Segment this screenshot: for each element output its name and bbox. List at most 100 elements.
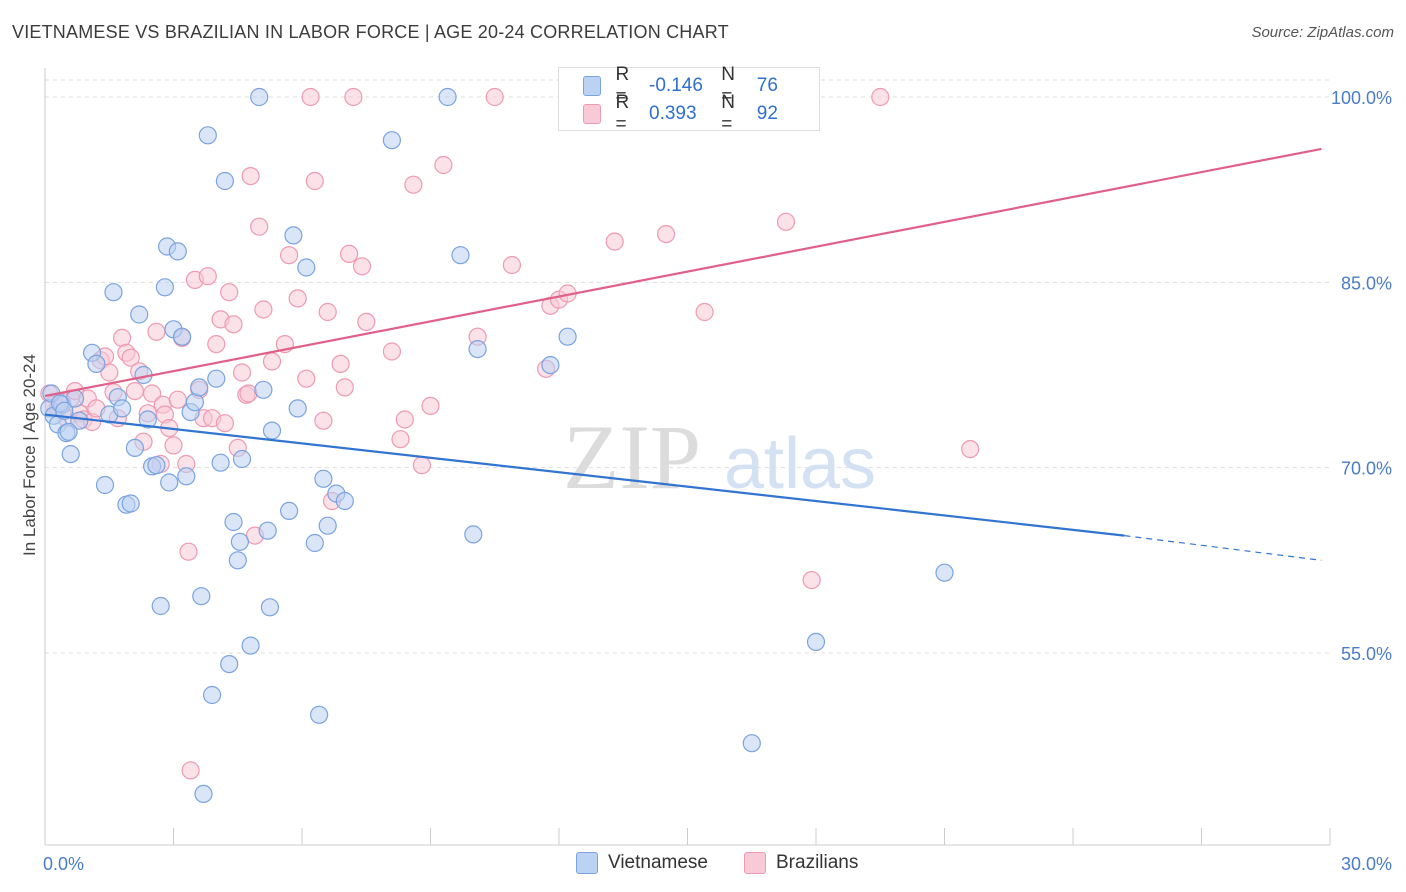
vietnamese-point — [284, 226, 303, 245]
vietnamese-point — [451, 246, 470, 265]
legend-r-value: -0.146 — [649, 75, 703, 96]
watermark-zip: ZIP — [563, 406, 701, 508]
series-legend-brazilians: Brazilians — [744, 852, 858, 874]
vietnamese-trend-line — [44, 413, 1125, 537]
vietnamese-point — [230, 532, 249, 551]
brazilian-point — [314, 411, 333, 430]
brazilian-point — [288, 289, 307, 308]
brazilian-point — [198, 267, 217, 286]
vietnamese-point — [61, 445, 80, 464]
vietnamese-point — [192, 587, 211, 606]
vietnamese-point — [382, 131, 401, 150]
vietnamese-point — [147, 456, 166, 475]
brazilian-point — [395, 410, 414, 429]
brazilian-point — [776, 212, 796, 231]
series-legend: Vietnamese Brazilians — [0, 852, 1406, 878]
chart-title: VIETNAMESE VS BRAZILIAN IN LABOR FORCE |… — [12, 22, 729, 42]
vietnamese-point — [160, 473, 179, 492]
data-points — [40, 87, 980, 804]
vietnamese-point — [310, 705, 329, 724]
vietnamese-point — [250, 87, 269, 107]
vietnamese-point — [464, 525, 483, 544]
source-note: Source: ZipAtlas.com — [1251, 24, 1394, 41]
brazilian-point — [695, 302, 714, 322]
brazilian-point — [961, 440, 980, 459]
vietnamese-point — [241, 636, 260, 655]
vietnamese-point — [151, 596, 170, 616]
legend-r-label: R = — [615, 92, 630, 135]
vietnamese-point — [194, 784, 213, 804]
brazilian-point — [232, 363, 252, 382]
vietnamese-point — [112, 399, 132, 418]
brazilian-point — [605, 232, 624, 251]
brazilian-point — [485, 87, 504, 107]
vietnamese-point — [468, 340, 487, 359]
brazilian-point — [382, 342, 401, 361]
brazilian-point — [207, 335, 226, 354]
vietnamese-point — [262, 421, 282, 440]
brazilian-point — [179, 542, 198, 561]
brazilian-point — [352, 257, 372, 276]
brazilian-point — [412, 456, 431, 475]
brazilian-point — [100, 363, 119, 382]
watermark-atlas: atlas — [724, 424, 876, 504]
vietnamese-point — [254, 380, 273, 399]
vietnamese-point — [177, 467, 196, 486]
watermark: ZIP atlas — [563, 406, 876, 508]
brazilian-point — [656, 225, 676, 244]
legend-n-value: 92 — [756, 103, 778, 124]
vietnamese-point — [280, 501, 299, 520]
vietnamese-point — [314, 469, 333, 488]
series-legend-vietnamese: Vietnamese — [576, 852, 708, 874]
vietnamese-point — [318, 516, 337, 535]
vietnamese-point — [224, 512, 243, 532]
vietnamese-point — [215, 171, 234, 191]
vietnamese-point — [155, 278, 174, 297]
brazilian-point — [331, 354, 350, 373]
brazilian-point — [254, 300, 273, 319]
brazilian-point — [241, 167, 260, 186]
brazilian-point — [220, 283, 239, 302]
vietnamese-point — [125, 438, 144, 457]
brazilian-point — [280, 246, 299, 265]
vietnamese-point — [190, 378, 209, 397]
brazilian-point — [871, 87, 890, 107]
vietnamese-point — [59, 422, 78, 441]
x-tick-label: 0.0% — [43, 854, 84, 874]
vietnamese-point — [305, 533, 324, 553]
vietnamese-point — [70, 411, 89, 430]
brazilian-point — [305, 171, 324, 191]
vietnamese-point — [138, 410, 157, 429]
vietnamese-trend-line-extension — [1124, 535, 1322, 561]
y-tick-label: 70.0% — [1341, 459, 1392, 479]
brazilian-point — [335, 378, 354, 397]
vietnamese-point — [288, 399, 307, 418]
series-legend-label: Vietnamese — [608, 852, 708, 873]
y-tick-label: 55.0% — [1341, 644, 1392, 664]
brazilian-trend-line — [44, 147, 1322, 398]
vietnamese-point — [220, 654, 239, 674]
legend-r-value: 0.393 — [649, 103, 697, 124]
brazilian-point — [391, 430, 410, 449]
trend-lines — [44, 147, 1322, 561]
brazilian-point — [112, 328, 132, 347]
tick-labels: 55.0% 70.0% 85.0% 100.0% 0.0% 30.0% — [43, 88, 1392, 874]
vietnamese-point — [228, 551, 247, 570]
brazilian-point — [164, 436, 183, 455]
brazilian-point — [181, 761, 200, 780]
brazilian-point — [250, 217, 269, 236]
legend-row-vietnamese: R = -0.146 N = 76 — [583, 64, 819, 107]
brazilian-point — [404, 175, 423, 194]
vietnamese-point — [742, 734, 761, 753]
brazilian-point — [318, 302, 337, 322]
legend-r-label: R = — [615, 64, 630, 107]
series-swatch-brazilians — [744, 852, 766, 874]
vietnamese-point — [211, 453, 230, 472]
x-tick-label: 30.0% — [1341, 854, 1392, 874]
y-tick-label: 100.0% — [1331, 88, 1392, 108]
vietnamese-point — [168, 242, 187, 261]
brazilian-point — [239, 384, 258, 403]
brazilian-point — [297, 369, 316, 388]
brazilian-point — [502, 255, 521, 275]
